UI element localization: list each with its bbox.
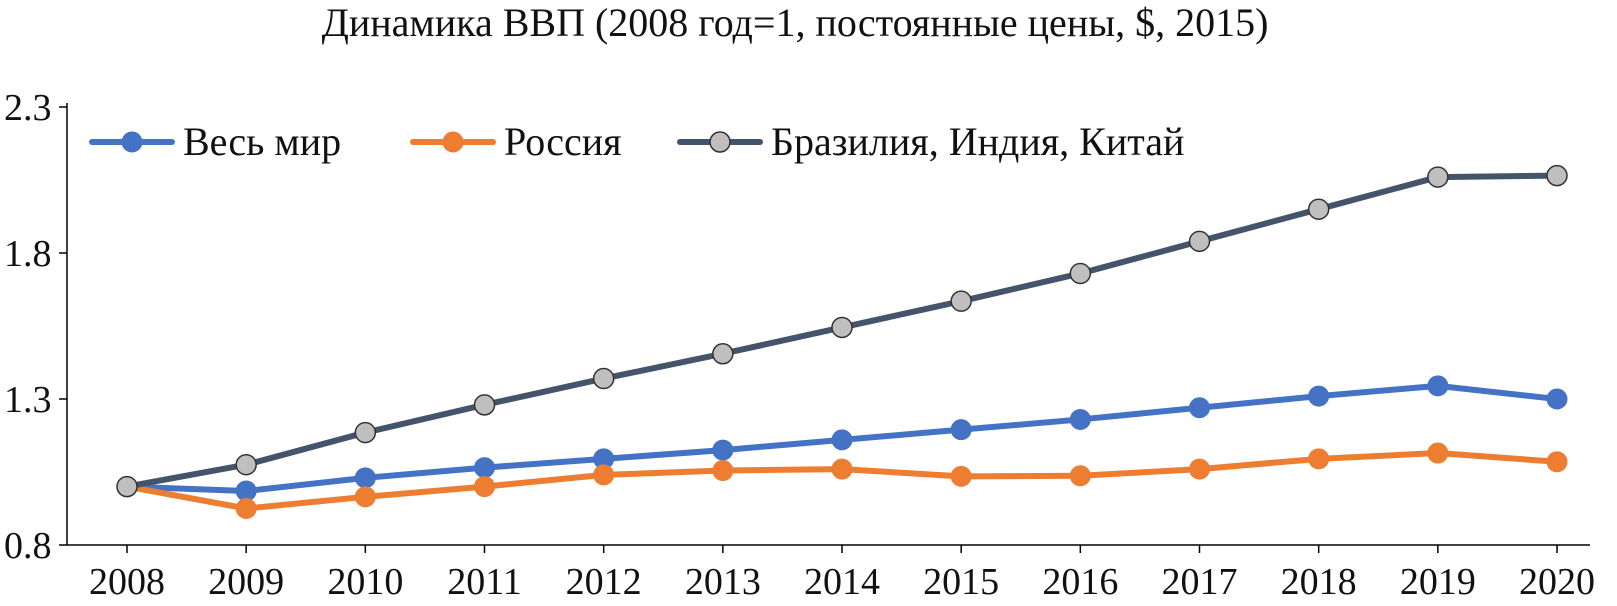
data-point xyxy=(235,480,257,502)
data-point xyxy=(712,439,734,461)
x-tick-label: 2018 xyxy=(1281,561,1357,603)
data-point xyxy=(354,467,376,489)
x-tick-labels: 2008 2009 2010 2011 2012 2013 2014 2015 2016 2017… xyxy=(89,545,1595,603)
data-point xyxy=(712,460,734,482)
data-point xyxy=(1189,458,1210,480)
y-tick-label: 2.3 xyxy=(4,87,52,129)
x-tick-label: 2008 xyxy=(89,561,165,603)
data-point xyxy=(1308,385,1330,407)
data-point xyxy=(354,486,376,508)
data-point xyxy=(473,394,496,416)
data-point xyxy=(950,419,972,441)
legend-label: Россия xyxy=(504,119,622,164)
data-point xyxy=(950,465,972,487)
data-point xyxy=(831,458,853,480)
data-point xyxy=(1427,442,1449,464)
data-point xyxy=(116,475,138,498)
legend-label: Весь мир xyxy=(183,119,341,164)
data-point xyxy=(1189,397,1210,419)
legend-item-1: Россия xyxy=(410,119,622,164)
data-point xyxy=(1069,262,1092,285)
data-point xyxy=(592,367,615,390)
legend-item-2: Бразилия, Индия, Китай xyxy=(677,119,1184,164)
legend-marker xyxy=(442,131,464,153)
data-point xyxy=(474,457,495,479)
data-point xyxy=(831,316,853,339)
data-point xyxy=(1427,166,1449,188)
x-tick-label: 2009 xyxy=(208,561,284,603)
data-point xyxy=(1546,451,1568,473)
data-point xyxy=(1069,465,1091,487)
series-group xyxy=(116,164,1568,519)
x-tick-label: 2012 xyxy=(566,561,642,603)
chart-title: Динамика ВВП (2008 год=1, постоянные цен… xyxy=(322,0,1269,45)
x-tick-label: 2019 xyxy=(1400,561,1476,603)
legend-marker xyxy=(709,131,731,153)
data-point xyxy=(474,476,495,498)
legend: Весь мир Россия Бразилия, Индия, Китай xyxy=(89,119,1184,164)
x-tick-label: 2011 xyxy=(447,561,522,603)
data-point xyxy=(831,429,853,451)
data-point xyxy=(1069,408,1091,430)
y-tick-label: 0.8 xyxy=(4,525,52,567)
y-tick-label: 1.8 xyxy=(4,233,52,275)
x-tick-label: 2020 xyxy=(1519,561,1595,603)
data-point xyxy=(712,342,734,365)
data-point xyxy=(235,498,257,519)
data-point xyxy=(1308,448,1330,470)
data-point xyxy=(1188,230,1211,253)
x-tick-label: 2015 xyxy=(923,561,999,603)
x-tick-label: 2016 xyxy=(1042,561,1118,603)
data-point xyxy=(1546,388,1568,410)
series-2 xyxy=(116,164,1568,498)
x-tick-label: 2014 xyxy=(804,561,880,603)
data-point xyxy=(235,453,257,476)
legend-marker xyxy=(121,131,143,153)
y-tick-label: 1.3 xyxy=(4,379,52,421)
data-point xyxy=(1427,375,1449,397)
axes xyxy=(66,103,1590,546)
x-tick-label: 2017 xyxy=(1162,561,1238,603)
data-point xyxy=(354,421,377,444)
data-point xyxy=(1307,198,1330,220)
x-tick-label: 2013 xyxy=(685,561,761,603)
legend-label: Бразилия, Индия, Китай xyxy=(771,119,1184,164)
x-tick-label: 2010 xyxy=(327,561,403,603)
legend-item-0: Весь мир xyxy=(89,119,341,164)
y-tick-labels: 0.8 1.3 1.8 2.3 xyxy=(4,87,67,567)
data-point xyxy=(593,464,615,486)
data-point xyxy=(1546,164,1568,187)
data-point xyxy=(950,290,972,312)
